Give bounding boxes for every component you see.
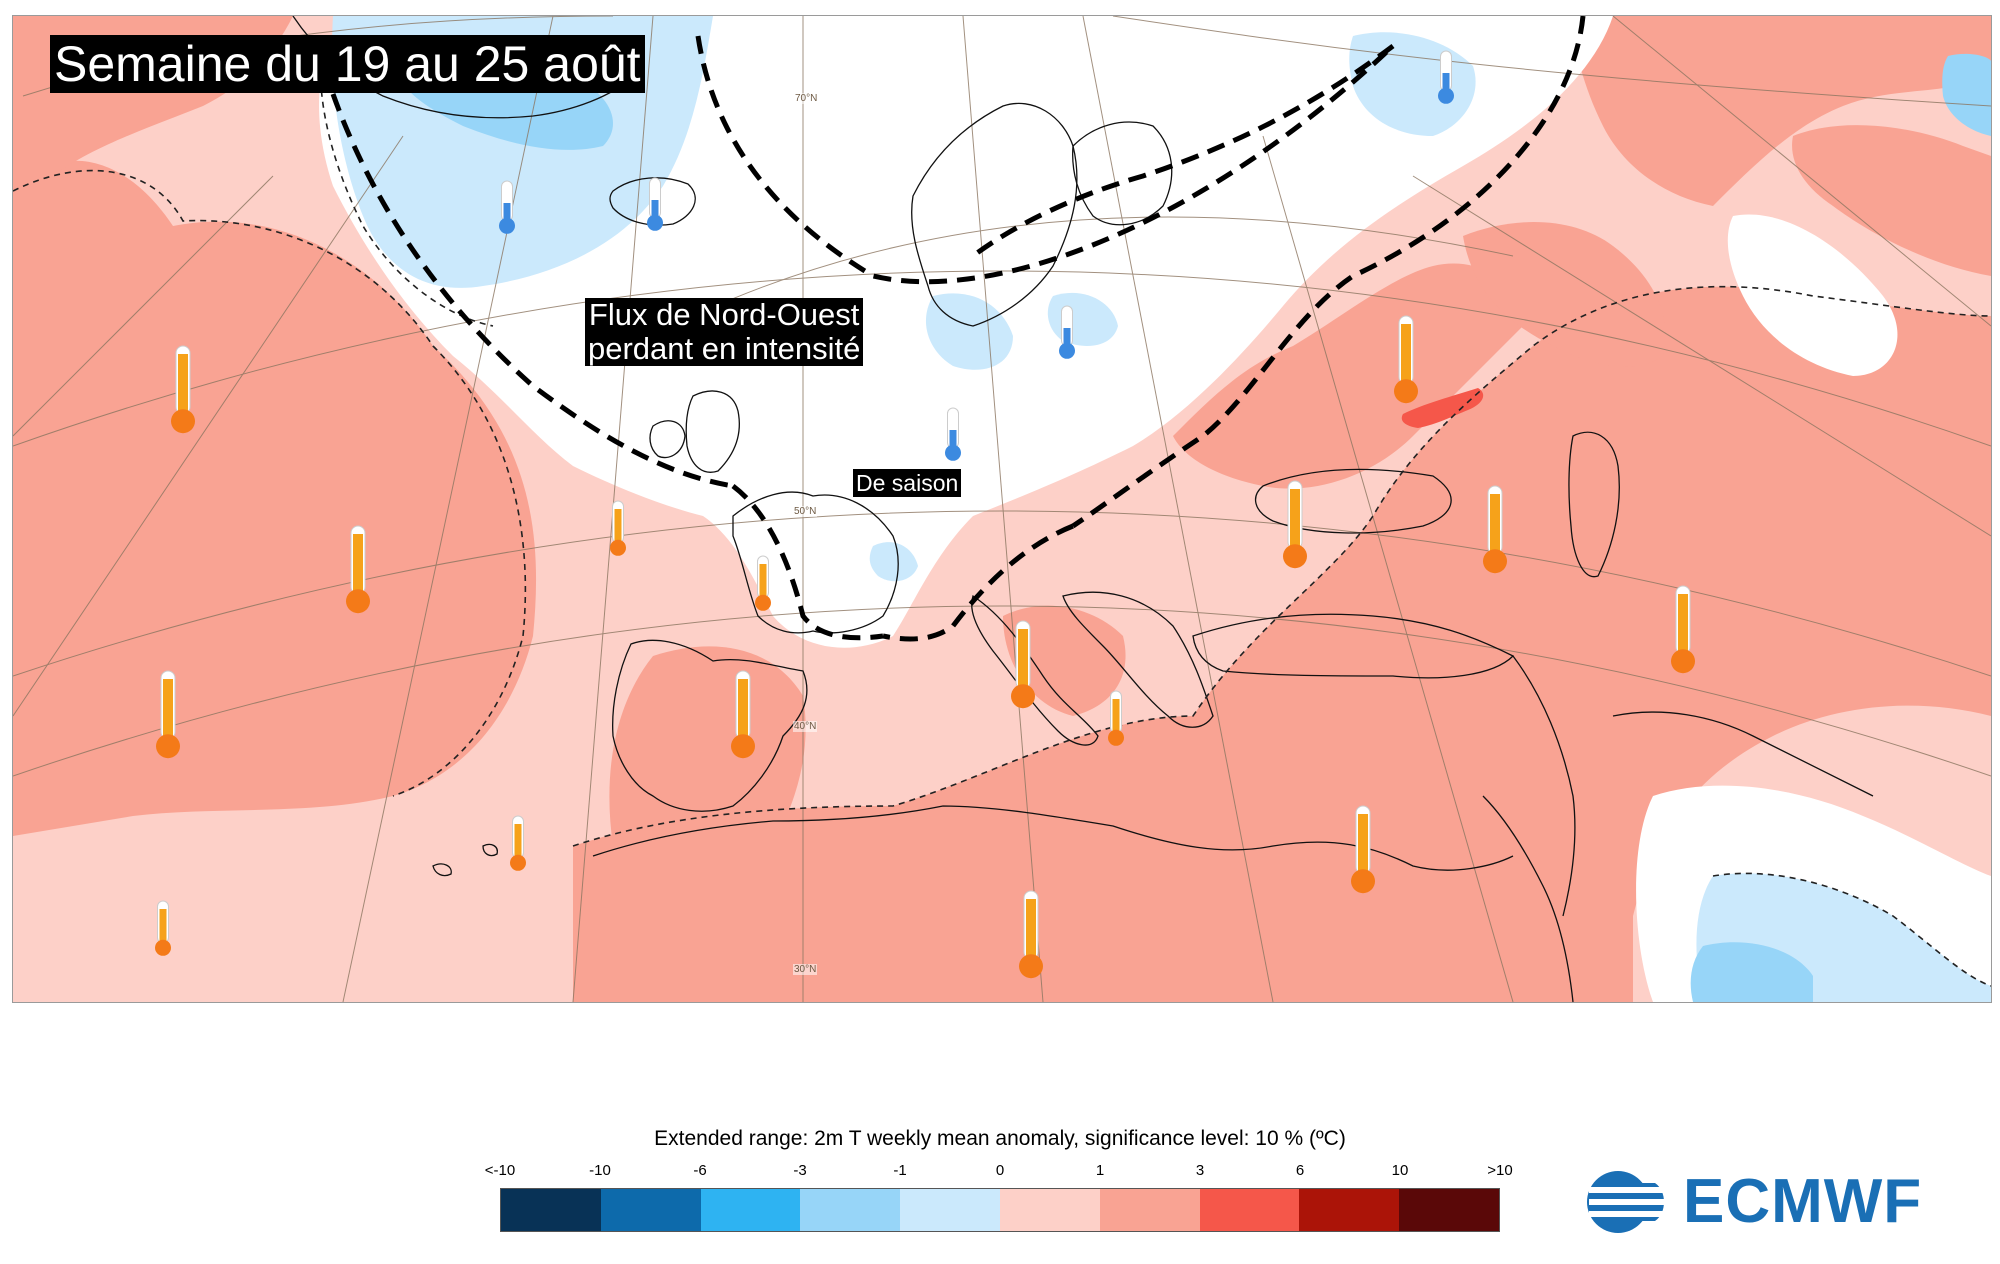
legend-tick: 3 [1195,1162,1205,1179]
legend-swatch [1199,1189,1300,1231]
thermometer-warm-icon [510,815,526,871]
legend-color-bar [500,1188,1500,1232]
latitude-label-70n: 70°N [794,93,819,104]
legend-tick: -10 [589,1162,611,1179]
flux-annotation-line1: Flux de Nord-Ouest [588,297,860,332]
thermometer-warm-icon [1011,620,1035,709]
legend-tick: >10 [1487,1162,1513,1179]
de-saison-annotation: De saison [853,469,962,497]
thermometer-cool-icon [945,407,961,461]
thermometer-cool-icon [1059,305,1075,359]
thermometer-cool-icon [647,177,663,231]
thermometer-warm-icon [346,525,370,614]
legend-tick: -3 [793,1162,807,1179]
legend-title: Extended range: 2m T weekly mean anomaly… [654,1127,1346,1150]
strong-warm-core [1401,388,1484,428]
latitude-label-30n: 30°N [793,964,818,975]
thermometer-warm-icon [610,500,626,556]
legend-tick: 1 [1095,1162,1105,1179]
thermometer-warm-icon [1671,585,1695,674]
legend-tick-labels: <-10 -10 -6 -3 -1 0 1 3 6 10 >10 [485,1162,1513,1182]
legend-swatch [700,1189,801,1231]
thermometer-warm-icon [1283,480,1307,569]
thermometer-warm-icon [1019,890,1043,979]
ecmwf-logo: ECMWF [1585,1168,1922,1236]
legend-tick: 0 [995,1162,1005,1179]
legend-tick: -6 [693,1162,707,1179]
thermometer-warm-icon [156,670,180,759]
flow-boundaries [330,16,1586,642]
ecmwf-wordmark: ECMWF [1683,1167,1923,1236]
legend-swatch [800,1189,901,1231]
week-title: Semaine du 19 au 25 août [50,35,645,93]
thermometer-cool-icon [499,180,515,234]
legend-tick: 10 [1391,1162,1409,1179]
thermometer-warm-icon [1108,690,1124,746]
thermometer-warm-icon [1351,805,1375,894]
latitude-label-50n: 50°N [793,506,818,517]
latitude-label-40n: 40°N [793,721,818,732]
legend-tick: <-10 [484,1162,516,1179]
flux-annotation-line2: perdant en intensité [588,331,861,366]
thermometer-warm-icon [155,900,171,956]
legend-swatch [1399,1189,1499,1231]
thermometer-warm-icon [731,670,755,759]
thermometer-warm-icon [1483,485,1507,574]
legend-swatch [1099,1189,1200,1231]
legend-swatch [900,1189,1000,1231]
legend-swatch [999,1189,1100,1231]
thermometer-warm-icon [1394,315,1418,404]
legend-tick: 6 [1295,1162,1305,1179]
legend-swatch [600,1189,701,1231]
coastlines [292,16,1874,1002]
flux-annotation: Flux de Nord-Ouest perdant en intensité [585,297,864,366]
thermometer-cool-icon [1438,50,1454,104]
thermometer-warm-icon [171,345,195,434]
legend-swatch [1299,1189,1400,1231]
legend-tick: -1 [893,1162,907,1179]
thermometer-markers [155,50,1695,979]
anomaly-map: 70°N 50°N 40°N 30°N [12,15,1992,1003]
thermometer-warm-icon [755,555,771,611]
legend-swatch [501,1189,601,1231]
ecmwf-emblem-icon [1587,1171,1675,1233]
